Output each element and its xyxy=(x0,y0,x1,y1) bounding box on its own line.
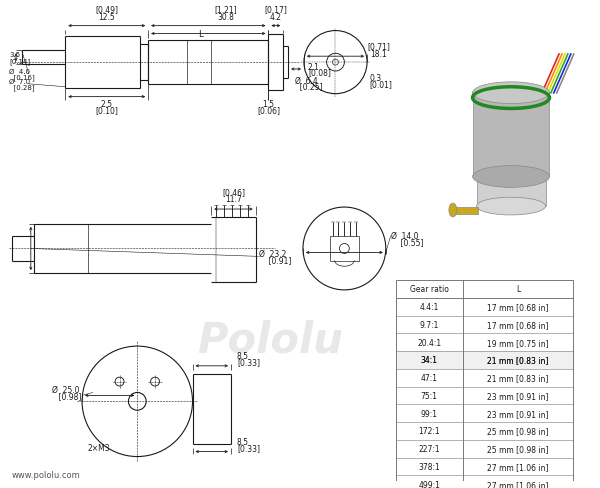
Text: Ø  14.0: Ø 14.0 xyxy=(391,232,418,241)
Text: [0.49]: [0.49] xyxy=(95,5,118,14)
Text: [0.33]: [0.33] xyxy=(237,358,260,366)
Text: 99:1: 99:1 xyxy=(421,409,437,418)
Text: Pololu: Pololu xyxy=(197,319,343,361)
Text: 27 mm [1.06 in]: 27 mm [1.06 in] xyxy=(487,480,548,488)
Text: 8.5: 8.5 xyxy=(237,352,249,361)
Ellipse shape xyxy=(473,166,550,188)
Text: 19 mm [0.75 in]: 19 mm [0.75 in] xyxy=(487,338,549,347)
Text: Ø  7.0: Ø 7.0 xyxy=(9,79,30,85)
Text: 8.5: 8.5 xyxy=(237,437,249,447)
Text: [0.14]: [0.14] xyxy=(9,58,30,64)
Text: [0.10]: [0.10] xyxy=(95,106,118,115)
Text: 378:1: 378:1 xyxy=(418,462,440,471)
Text: 3.5: 3.5 xyxy=(9,52,20,58)
Text: [0.98]: [0.98] xyxy=(49,391,82,400)
Text: Ø  25.0: Ø 25.0 xyxy=(52,385,79,394)
Text: 30.8: 30.8 xyxy=(218,13,235,22)
Bar xyxy=(473,94,550,177)
Text: 2.1: 2.1 xyxy=(308,62,320,71)
Ellipse shape xyxy=(449,203,457,218)
Bar xyxy=(329,237,359,261)
Bar xyxy=(395,351,573,369)
Text: www.pololu.com: www.pololu.com xyxy=(12,470,81,479)
Text: [0.55]: [0.55] xyxy=(391,238,423,246)
Text: [0.25]: [0.25] xyxy=(295,82,323,91)
Ellipse shape xyxy=(476,198,545,216)
Text: 4.2: 4.2 xyxy=(270,13,282,22)
Text: [0.16]: [0.16] xyxy=(9,74,35,81)
Text: [0.01]: [0.01] xyxy=(369,80,392,89)
Text: [0.46]: [0.46] xyxy=(222,187,245,196)
Bar xyxy=(453,207,478,215)
Text: 23 mm [0.91 in]: 23 mm [0.91 in] xyxy=(487,409,548,418)
Text: 21 mm [0.83 in]: 21 mm [0.83 in] xyxy=(487,356,548,365)
Bar xyxy=(476,175,545,206)
Text: 2×M3: 2×M3 xyxy=(87,443,110,452)
Text: 11.7: 11.7 xyxy=(225,194,242,203)
Text: 18.1: 18.1 xyxy=(371,50,387,59)
Text: [0.06]: [0.06] xyxy=(257,106,280,115)
Text: [0.33]: [0.33] xyxy=(237,443,260,452)
Text: 9.7:1: 9.7:1 xyxy=(419,320,439,329)
Text: 4.4:1: 4.4:1 xyxy=(419,303,439,311)
Text: 47:1: 47:1 xyxy=(421,373,437,383)
Text: 227:1: 227:1 xyxy=(418,444,440,453)
Text: [0.17]: [0.17] xyxy=(265,5,287,14)
Text: 21 mm [0.83 in]: 21 mm [0.83 in] xyxy=(487,373,548,383)
Text: L: L xyxy=(198,30,203,39)
Text: L: L xyxy=(516,285,520,294)
Text: 23 mm [0.91 in]: 23 mm [0.91 in] xyxy=(487,391,548,400)
Text: 20.4:1: 20.4:1 xyxy=(417,338,441,347)
Text: [0.91]: [0.91] xyxy=(259,255,291,264)
Text: 0.3: 0.3 xyxy=(369,74,381,83)
Text: 75:1: 75:1 xyxy=(421,391,437,400)
Text: 172:1: 172:1 xyxy=(418,427,440,435)
Text: [0.28]: [0.28] xyxy=(9,84,35,91)
Text: Ø  4.0: Ø 4.0 xyxy=(9,69,30,75)
Text: 25 mm [0.98 in]: 25 mm [0.98 in] xyxy=(487,427,548,435)
Bar xyxy=(395,281,573,488)
Text: [0.08]: [0.08] xyxy=(308,68,331,77)
Text: 1.5: 1.5 xyxy=(262,100,274,109)
Text: [1.21]: [1.21] xyxy=(215,5,238,14)
Text: Gear ratio: Gear ratio xyxy=(410,285,449,294)
Text: 25 mm [0.98 in]: 25 mm [0.98 in] xyxy=(487,444,548,453)
Text: 34:1: 34:1 xyxy=(421,356,437,365)
Text: 27 mm [1.06 in]: 27 mm [1.06 in] xyxy=(487,462,548,471)
Text: Ø  23.2: Ø 23.2 xyxy=(259,249,286,258)
Text: 21 mm [0.83 in]: 21 mm [0.83 in] xyxy=(487,356,548,365)
Ellipse shape xyxy=(473,82,550,104)
Text: 2.5: 2.5 xyxy=(101,100,113,109)
Text: 17 mm [0.68 in]: 17 mm [0.68 in] xyxy=(487,303,548,311)
Text: Ø  6.4: Ø 6.4 xyxy=(295,76,318,85)
Text: 17 mm [0.68 in]: 17 mm [0.68 in] xyxy=(487,320,548,329)
Text: 499:1: 499:1 xyxy=(418,480,440,488)
Text: 34:1: 34:1 xyxy=(421,356,437,365)
Text: 12.5: 12.5 xyxy=(98,13,115,22)
Text: [0.71]: [0.71] xyxy=(367,42,391,51)
